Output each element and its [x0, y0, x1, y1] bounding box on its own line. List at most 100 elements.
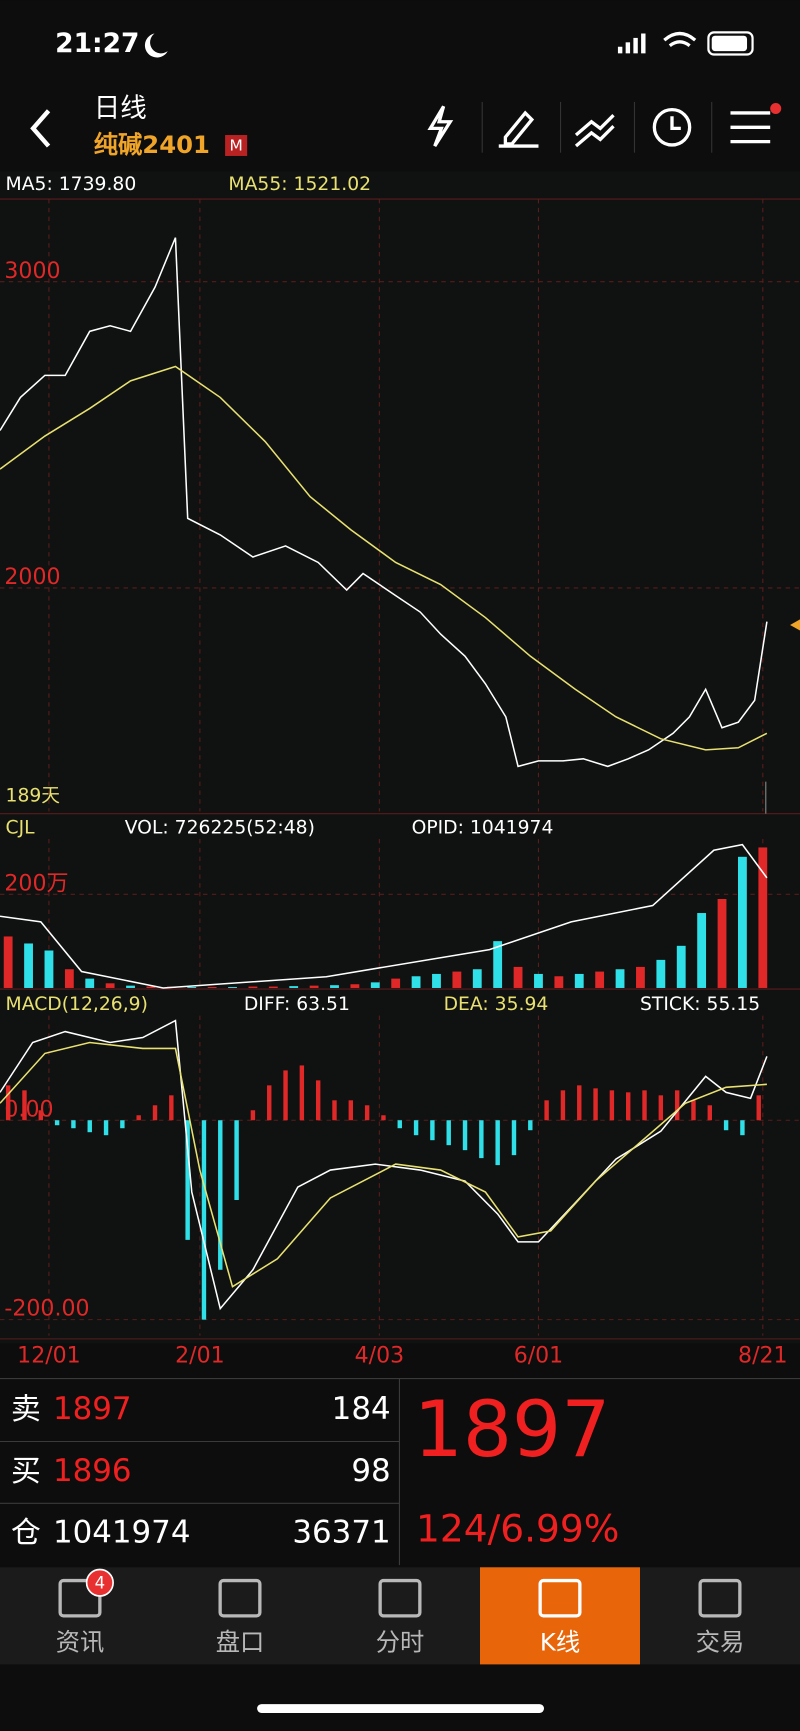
stick-label: STICK: 55.15 [640, 994, 760, 1015]
macd-bar [250, 1110, 256, 1121]
tab-icon [538, 1578, 582, 1618]
tab-label[interactable]: 盘口 [216, 1627, 265, 1656]
order-lines [0, 1378, 800, 1566]
order-price: 1897 [53, 1391, 132, 1427]
macd-bar [103, 1120, 109, 1136]
macd-bar [577, 1085, 582, 1121]
macd-bar [332, 1100, 337, 1121]
draw-icon[interactable] [498, 110, 539, 148]
dea-label: DEA: 35.94 [444, 994, 549, 1015]
order-price: 1041974 [53, 1515, 191, 1551]
x-tick-label: 4/03 [355, 1344, 405, 1369]
moon-icon [144, 33, 168, 58]
clock-icon[interactable] [652, 107, 692, 147]
y-tick-label: 3000 [4, 259, 60, 284]
macd-bar [218, 1120, 223, 1270]
macd-bar [560, 1090, 566, 1121]
macd-bar [723, 1120, 729, 1131]
volume-bar [85, 978, 95, 988]
volume-bar [676, 945, 686, 988]
macd-bar [609, 1090, 615, 1121]
volume-bar [24, 943, 33, 988]
opid-label: OPID: 1041974 [412, 817, 554, 838]
volume-bar [615, 969, 625, 988]
y-tick-label: 0.00 [4, 1097, 53, 1122]
x-tick-label: 6/01 [514, 1344, 564, 1369]
volume-bar [391, 978, 401, 988]
lines-icon[interactable] [574, 113, 615, 148]
macd-bar [54, 1120, 60, 1126]
macd-bar [593, 1088, 598, 1121]
volume-bar [636, 966, 645, 988]
order-rows: 卖 1897 184 买 1896 98 仓 1041974 36371 [11, 1391, 391, 1551]
tab-label[interactable]: 分时 [376, 1627, 425, 1656]
header-badge: M [229, 137, 242, 155]
header-title: 日线 [94, 93, 147, 124]
macd-bar [707, 1105, 712, 1121]
back-button[interactable] [30, 109, 51, 148]
macd-bar [152, 1105, 158, 1121]
macd-bar [283, 1070, 288, 1121]
macd-bar [169, 1095, 174, 1121]
last-price: 1897 [414, 1385, 611, 1475]
volume-bar [105, 983, 115, 988]
tab-label[interactable]: K线 [540, 1627, 580, 1656]
flash-icon[interactable] [427, 105, 454, 147]
cjl-label: CJL [6, 817, 36, 838]
volume-bar [554, 976, 564, 988]
macd-bar [397, 1120, 402, 1129]
days-label: 189天 [6, 785, 61, 806]
macd-bar [136, 1115, 141, 1121]
macd-bar [511, 1120, 517, 1156]
tab-badge: 4 [95, 1573, 106, 1592]
series-line [0, 1041, 767, 1288]
macd-bar [38, 1110, 43, 1121]
header-subtitle: 纯碱2401 [94, 130, 210, 159]
volume-bar [411, 976, 421, 988]
tab-icon [698, 1578, 742, 1618]
macd-bar [185, 1120, 190, 1240]
volume-bar [207, 987, 217, 988]
signal-icon [617, 33, 646, 54]
vol-label: VOL: 726225(52:48) [125, 817, 315, 838]
macd-bar [544, 1100, 549, 1121]
y-tick-label: 200万 [4, 871, 68, 896]
volume-bar [717, 898, 727, 988]
macd-bar [87, 1120, 92, 1133]
macd-bar [642, 1090, 647, 1121]
macd-bar [430, 1120, 435, 1141]
volume-bar [370, 982, 380, 988]
order-side: 卖 [11, 1392, 41, 1427]
chart-area [0, 171, 800, 1344]
wifi-icon [663, 31, 697, 47]
volume-bar [656, 959, 666, 988]
series-line [0, 843, 768, 989]
macd-bar [691, 1100, 696, 1121]
volume-bar [452, 971, 462, 988]
macd-bar [315, 1080, 321, 1121]
macd-bar [625, 1092, 631, 1121]
diff-label: DIFF: 63.51 [244, 994, 350, 1015]
battery-icon [707, 31, 754, 56]
macd-bar [446, 1120, 451, 1146]
price-pointer [790, 619, 800, 631]
macd-bar [201, 1120, 207, 1320]
macd-bar [364, 1105, 370, 1121]
tab-label[interactable]: 交易 [696, 1627, 745, 1656]
price-change: 124/6.99% [416, 1506, 619, 1550]
macd-bar [462, 1120, 468, 1151]
volume-bar [758, 847, 768, 988]
menu-icon[interactable] [730, 111, 771, 144]
tab-label[interactable]: 资讯 [56, 1627, 105, 1656]
macd-bar [479, 1120, 484, 1159]
header-icons [427, 105, 771, 148]
order-side: 买 [11, 1454, 41, 1489]
volume-bar [493, 941, 503, 988]
volume-bar [228, 987, 237, 988]
tab-icon [58, 1578, 102, 1618]
home-indicator [257, 1704, 544, 1713]
order-side: 仓 [11, 1516, 41, 1551]
volume-bar [330, 985, 339, 988]
y-tick-label: 2000 [4, 565, 60, 590]
